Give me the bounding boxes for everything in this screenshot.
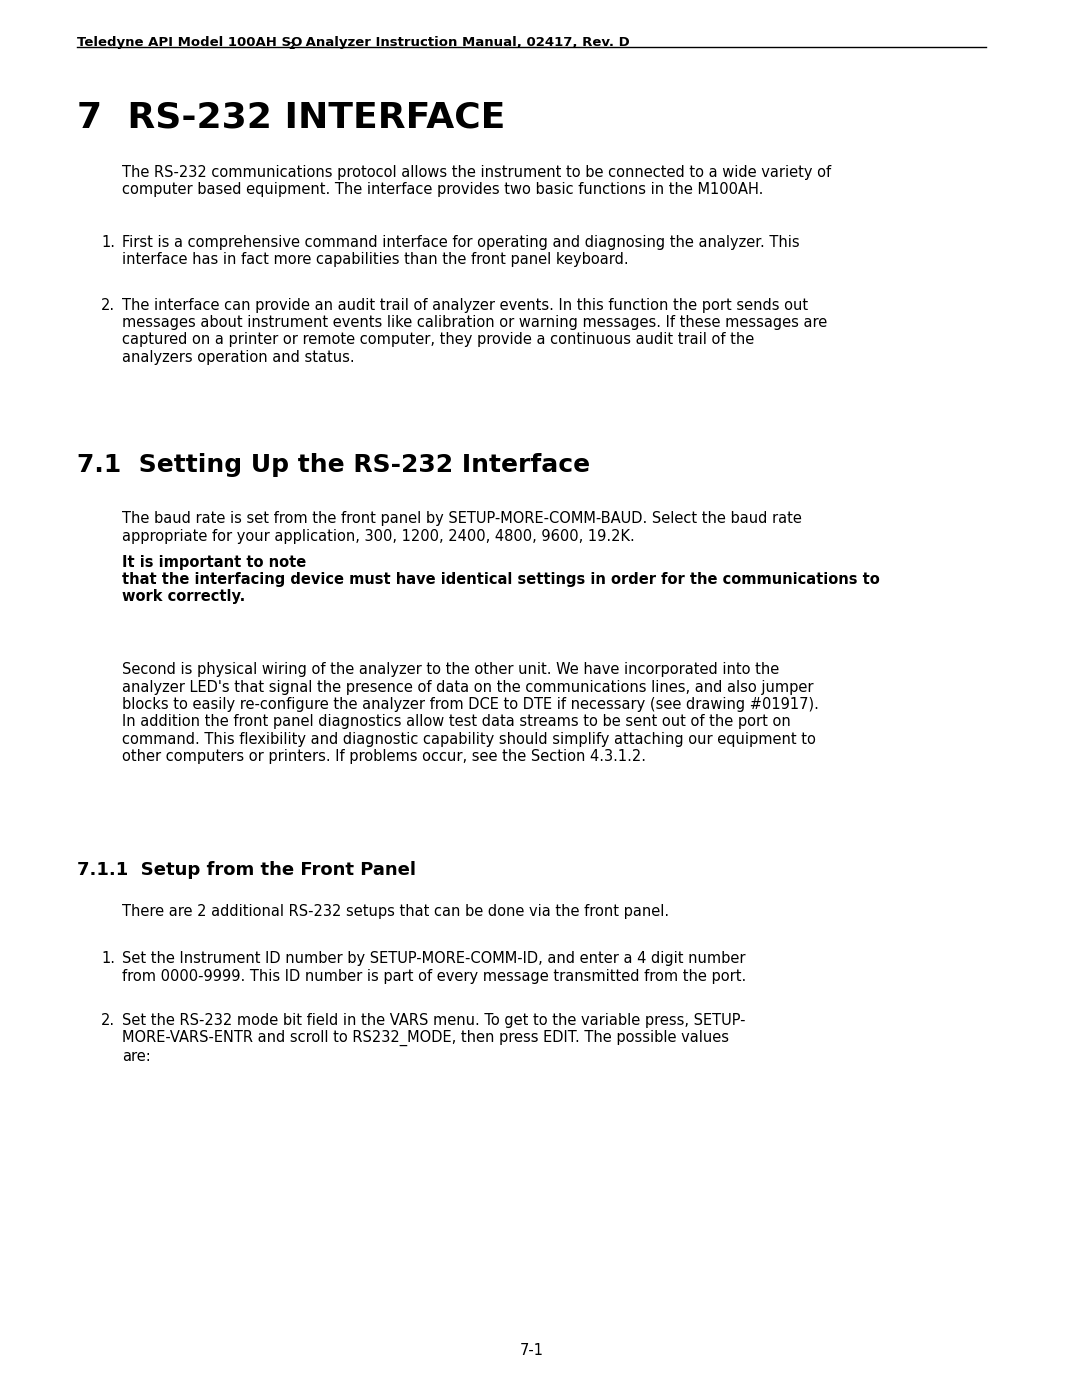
Text: 7.1.1  Setup from the Front Panel: 7.1.1 Setup from the Front Panel [77, 861, 416, 879]
Text: 1.: 1. [102, 235, 114, 250]
Text: 7  RS-232 INTERFACE: 7 RS-232 INTERFACE [77, 101, 505, 134]
Text: Teledyne API Model 100AH SO: Teledyne API Model 100AH SO [77, 36, 302, 49]
Text: It is important to note
that the interfacing device must have identical settings: It is important to note that the interfa… [122, 555, 880, 605]
Text: 1.: 1. [102, 951, 114, 967]
Text: The RS-232 communications protocol allows the instrument to be connected to a wi: The RS-232 communications protocol allow… [122, 165, 832, 197]
Text: 2.: 2. [102, 1013, 116, 1028]
Text: Set the RS-232 mode bit field in the VARS menu. To get to the variable press, SE: Set the RS-232 mode bit field in the VAR… [122, 1013, 746, 1065]
Text: 2: 2 [288, 42, 295, 50]
Text: The baud rate is set from the front panel by SETUP-MORE-COMM-BAUD. Select the ba: The baud rate is set from the front pane… [122, 511, 802, 543]
Text: Set the Instrument ID number by SETUP-MORE-COMM-ID, and enter a 4 digit number
f: Set the Instrument ID number by SETUP-MO… [122, 951, 746, 983]
Text: 2.: 2. [102, 298, 116, 313]
Text: The interface can provide an audit trail of analyzer events. In this function th: The interface can provide an audit trail… [122, 298, 827, 365]
Text: Second is physical wiring of the analyzer to the other unit. We have incorporate: Second is physical wiring of the analyze… [122, 662, 819, 764]
Text: There are 2 additional RS-232 setups that can be done via the front panel.: There are 2 additional RS-232 setups tha… [122, 904, 670, 919]
Text: 7.1  Setting Up the RS-232 Interface: 7.1 Setting Up the RS-232 Interface [77, 453, 590, 476]
Text: 7-1: 7-1 [519, 1343, 543, 1358]
Text: Analyzer Instruction Manual, 02417, Rev. D: Analyzer Instruction Manual, 02417, Rev.… [301, 36, 630, 49]
Text: First is a comprehensive command interface for operating and diagnosing the anal: First is a comprehensive command interfa… [122, 235, 800, 267]
